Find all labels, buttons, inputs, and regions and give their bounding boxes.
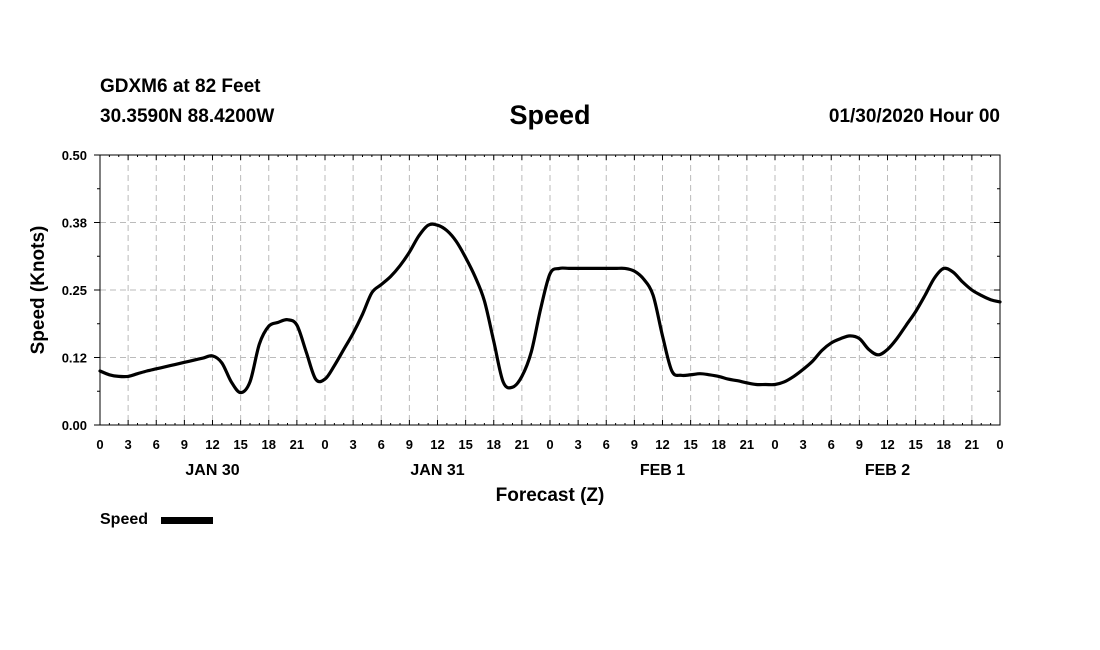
y-tick-label: 0.12 xyxy=(62,351,87,366)
x-tick-label: 15 xyxy=(233,437,247,452)
x-tick-label: 9 xyxy=(631,437,638,452)
y-tick-label: 0.38 xyxy=(62,216,87,231)
y-axis-label: Speed (Knots) xyxy=(28,226,49,355)
legend: Speed xyxy=(100,511,213,528)
tick-labels: 0 3 6 9 12 15 18 21 0 3 6 9 12 15 18 21 0 3 6 9 12 15 18 21 0 3 6 9… xyxy=(62,148,1004,479)
day-label: JAN 31 xyxy=(410,462,464,479)
forecast-datetime: 01/30/2020 Hour 00 xyxy=(828,106,1000,127)
x-tick-label: 6 xyxy=(828,437,835,452)
x-tick-label: 12 xyxy=(430,437,444,452)
x-tick-label: 18 xyxy=(487,437,501,452)
x-tick-label: 12 xyxy=(655,437,669,452)
x-tick-label: 3 xyxy=(350,437,357,452)
coordinates-label: 30.3590N 88.4200W xyxy=(100,106,275,127)
plot-frame xyxy=(99,154,1001,426)
x-tick-label: 21 xyxy=(740,437,754,452)
x-tick-label: 3 xyxy=(575,437,582,452)
x-tick-label: 15 xyxy=(683,437,697,452)
y-tick-label: 0.25 xyxy=(62,283,87,298)
x-tick-label: 0 xyxy=(96,437,103,452)
x-tick-label: 0 xyxy=(771,437,778,452)
legend-label: Speed xyxy=(100,511,148,528)
y-tick-label: 0.50 xyxy=(62,148,87,163)
day-label: FEB 2 xyxy=(865,462,910,479)
x-tick-label: 6 xyxy=(153,437,160,452)
y-tick-label: 0.00 xyxy=(62,418,87,433)
grid xyxy=(100,155,1000,425)
x-tick-label: 6 xyxy=(378,437,385,452)
x-tick-label: 15 xyxy=(908,437,922,452)
x-tick-label: 15 xyxy=(458,437,472,452)
chart-title: Speed xyxy=(509,100,591,130)
x-tick-label: 9 xyxy=(181,437,188,452)
station-label: GDXM6 at 82 Feet xyxy=(100,76,261,97)
x-tick-label: 21 xyxy=(965,437,979,452)
x-tick-label: 12 xyxy=(880,437,894,452)
day-label: FEB 1 xyxy=(640,462,685,479)
x-tick-label: 6 xyxy=(603,437,610,452)
x-tick-label: 18 xyxy=(262,437,276,452)
x-tick-label: 9 xyxy=(406,437,413,452)
x-tick-label: 21 xyxy=(515,437,529,452)
x-tick-label: 3 xyxy=(125,437,132,452)
x-tick-label: 3 xyxy=(800,437,807,452)
speed-series-line xyxy=(98,222,1002,395)
x-tick-label: 18 xyxy=(712,437,726,452)
x-tick-label: 9 xyxy=(856,437,863,452)
legend-swatch xyxy=(161,517,213,524)
x-tick-label: 0 xyxy=(546,437,553,452)
x-tick-label: 18 xyxy=(937,437,951,452)
x-tick-label: 21 xyxy=(290,437,304,452)
day-label: JAN 30 xyxy=(185,462,239,479)
x-tick-label: 12 xyxy=(205,437,219,452)
x-tick-label: 0 xyxy=(321,437,328,452)
x-tick-label: 0 xyxy=(996,437,1003,452)
x-axis-label: Forecast (Z) xyxy=(496,485,605,506)
